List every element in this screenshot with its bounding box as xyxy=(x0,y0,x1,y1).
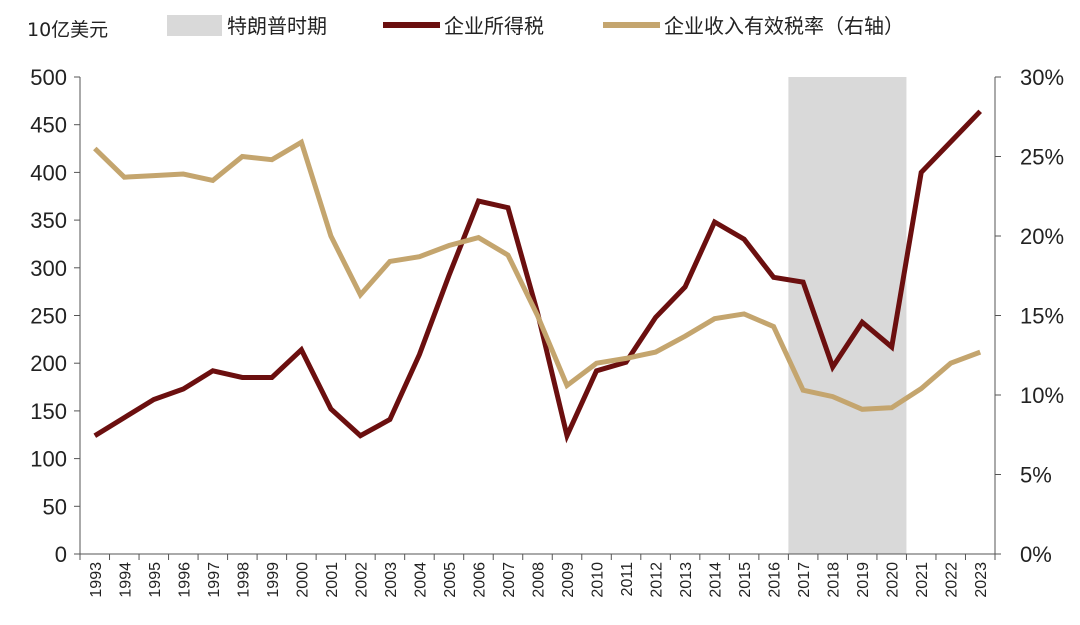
right-tick-label: 10% xyxy=(1020,383,1064,408)
x-tick-label: 2022 xyxy=(944,562,961,598)
left-tick-label: 300 xyxy=(30,256,67,281)
left-tick-label: 350 xyxy=(30,208,67,233)
legend-swatch-shaded-period xyxy=(167,15,222,36)
right-tick-label: 5% xyxy=(1020,463,1052,488)
x-tick-label: 2001 xyxy=(324,562,341,598)
x-tick-label: 2023 xyxy=(973,562,990,598)
left-tick-label: 50 xyxy=(43,494,67,519)
x-tick-label: 2003 xyxy=(383,562,400,598)
shaded-period-band xyxy=(788,77,907,554)
right-tick-label: 30% xyxy=(1020,65,1064,90)
x-tick-label: 2007 xyxy=(501,562,518,598)
legend-label-shaded-period: 特朗普时期 xyxy=(227,14,327,38)
left-tick-label: 100 xyxy=(30,447,67,472)
legend: 特朗普时期 企业所得税 企业收入有效税率（右轴） xyxy=(167,14,904,38)
x-tick-label: 2010 xyxy=(590,562,607,598)
left-tick-label: 450 xyxy=(30,113,67,138)
x-tick-label: 2019 xyxy=(855,562,872,598)
left-tick-label: 500 xyxy=(30,65,67,90)
x-tick-label: 2021 xyxy=(914,562,931,598)
right-tick-label: 15% xyxy=(1020,304,1064,329)
x-tick-label: 1993 xyxy=(88,562,105,598)
x-tick-label: 1994 xyxy=(117,562,134,598)
x-tick-label: 2012 xyxy=(649,562,666,598)
x-tick-label: 1999 xyxy=(265,562,282,598)
series-line-effective-rate xyxy=(93,138,982,412)
right-tick-label: 25% xyxy=(1020,145,1064,170)
right-tick-label: 20% xyxy=(1020,224,1064,249)
x-tick-label: 2020 xyxy=(885,562,902,598)
left-tick-label: 150 xyxy=(30,399,67,424)
x-tick-label: 2000 xyxy=(294,562,311,598)
x-tick-label: 1996 xyxy=(176,562,193,598)
x-tick-label: 2006 xyxy=(471,562,488,598)
x-tick-label: 2008 xyxy=(531,562,548,598)
x-tick-label: 2016 xyxy=(767,562,784,598)
x-tick-label: 2015 xyxy=(737,562,754,598)
x-tick-label: 2017 xyxy=(796,562,813,598)
left-tick-label: 0 xyxy=(55,542,67,567)
x-tick-label: 2004 xyxy=(412,562,429,598)
x-tick-label: 1995 xyxy=(147,562,164,598)
axes: 0 50 100 150 200 250 300 350 400 450 500 0% 5% 10% 15%… xyxy=(30,65,1064,598)
series-lines xyxy=(93,109,982,444)
right-tick-label: 0% xyxy=(1020,542,1052,567)
x-tick-label: 2002 xyxy=(353,562,370,598)
x-tick-label: 2005 xyxy=(442,562,459,598)
x-tick-label: 2018 xyxy=(826,562,843,598)
left-tick-label: 200 xyxy=(30,351,67,376)
x-tick-label: 2014 xyxy=(708,562,725,598)
x-tick-label: 2011 xyxy=(619,562,636,597)
legend-label-corporate-tax: 企业所得税 xyxy=(444,14,544,38)
trump-period-shading xyxy=(788,77,907,554)
x-tick-label: 1998 xyxy=(235,562,252,598)
x-tick-label: 2013 xyxy=(678,562,695,598)
y-unit-label: 10亿美元 xyxy=(27,19,108,41)
legend-label-effective-rate: 企业收入有效税率（右轴） xyxy=(664,14,904,38)
left-tick-label: 250 xyxy=(30,304,67,329)
x-tick-label: 2009 xyxy=(560,562,577,598)
x-tick-label: 1997 xyxy=(206,562,223,598)
left-tick-label: 400 xyxy=(30,160,67,185)
